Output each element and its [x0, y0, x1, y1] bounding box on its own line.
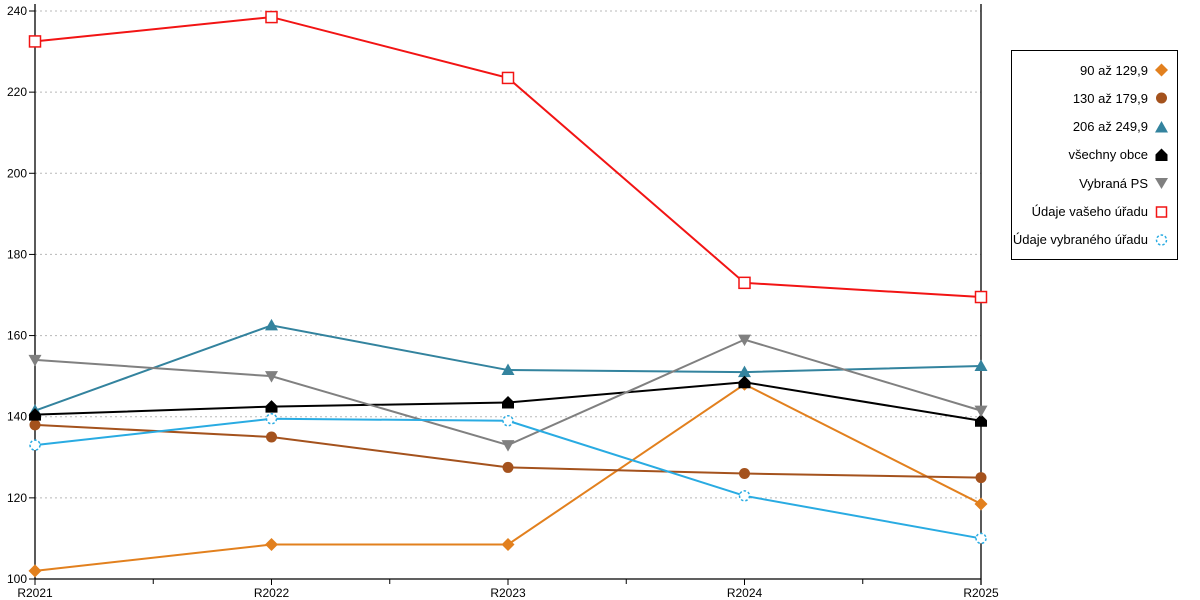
square-outline-icon [1154, 205, 1169, 219]
triangle-up-icon [1154, 120, 1169, 134]
data-point-open-circle[interactable] [738, 490, 751, 502]
circle-icon [1154, 91, 1169, 105]
legend-label: 130 až 179,9 [1072, 90, 1148, 106]
data-point-open-circle[interactable] [29, 439, 41, 451]
legend-label: Vybraná PS [1079, 175, 1148, 191]
data-point-pentagon[interactable] [738, 375, 751, 389]
data-point-pentagon[interactable] [975, 414, 987, 427]
data-point-triangle-down[interactable] [738, 334, 751, 347]
data-point-circle[interactable] [29, 419, 41, 431]
data-point-triangle-down[interactable] [501, 440, 515, 452]
y-tick-label: 180 [7, 247, 27, 261]
y-tick-label: 240 [7, 4, 27, 18]
data-point-diamond[interactable] [501, 538, 515, 552]
y-tick-label: 120 [7, 491, 27, 505]
data-point-open-circle[interactable] [265, 412, 278, 425]
legend: 90 až 129,9 130 až 179,9 206 až 249,9 vš… [1011, 50, 1178, 260]
data-point-open-square[interactable] [28, 35, 42, 48]
data-point-triangle-up[interactable] [738, 365, 751, 378]
data-point-circle[interactable] [266, 431, 277, 443]
data-point-pentagon[interactable] [502, 396, 514, 409]
legend-item-vybrana-ps[interactable]: Vybraná PS [1012, 176, 1177, 190]
data-point-triangle-down[interactable] [974, 405, 988, 418]
data-point-triangle-up[interactable] [974, 359, 988, 372]
legend-label: Údaje vašeho úřadu [1031, 204, 1148, 220]
data-point-circle[interactable] [739, 468, 750, 480]
x-tick-label: R2024 [727, 586, 763, 600]
y-tick-label: 140 [7, 410, 27, 424]
series-line-5 [34, 16, 982, 299]
data-point-pentagon[interactable] [265, 400, 278, 413]
plot-area: 100 120 140 160 180 200 220 240 R2021 R2022 R2023 R… [7, 4, 999, 600]
legend-label: Údaje vybraného úřadu [1012, 232, 1148, 248]
circle-outline-icon [1154, 233, 1169, 247]
data-point-pentagon[interactable] [29, 408, 41, 421]
data-point-triangle-down[interactable] [265, 371, 278, 383]
data-point-circle[interactable] [975, 472, 987, 484]
x-tick-label: R2025 [963, 586, 999, 600]
y-tick-label: 100 [7, 572, 27, 586]
y-tick-label: 160 [7, 329, 27, 343]
data-point-open-square[interactable] [738, 276, 751, 290]
legend-item-206-az-249-9[interactable]: 206 až 249,9 [1012, 120, 1177, 134]
data-point-diamond[interactable] [28, 564, 42, 578]
data-point-triangle-up[interactable] [265, 318, 278, 331]
triangle-down-icon [1154, 176, 1169, 190]
data-point-diamond[interactable] [265, 538, 278, 552]
x-tick-label: R2022 [254, 586, 290, 600]
y-tick-label: 200 [7, 166, 27, 180]
legend-item-vsechny-obce[interactable]: všechny obce [1012, 148, 1177, 162]
data-point-open-circle[interactable] [975, 532, 987, 545]
x-tick-label: R2021 [17, 586, 53, 600]
legend-item-udaje-vaseho-uradu[interactable]: Údaje vašeho úřadu [1012, 205, 1177, 219]
legend-label: 206 až 249,9 [1072, 119, 1148, 135]
data-point-triangle-down[interactable] [28, 354, 42, 367]
data-point-circle[interactable] [502, 461, 514, 473]
data-point-diamond[interactable] [974, 497, 988, 511]
data-point-open-circle[interactable] [502, 415, 514, 427]
y-tick-label: 220 [7, 85, 27, 99]
legend-item-90-az-129-9[interactable]: 90 až 129,9 [1012, 63, 1177, 77]
diamond-icon [1154, 63, 1169, 77]
legend-item-130-az-179-9[interactable]: 130 až 179,9 [1012, 91, 1177, 105]
data-point-triangle-up[interactable] [501, 363, 515, 376]
data-point-open-square[interactable] [501, 71, 515, 85]
legend-item-udaje-vybraneho-uradu[interactable]: Údaje vybraného úřadu [1012, 233, 1177, 247]
legend-label: všechny obce [1068, 147, 1149, 163]
data-point-open-square[interactable] [265, 10, 278, 24]
x-tick-label: R2023 [490, 586, 526, 600]
pentagon-icon [1154, 148, 1169, 162]
legend-label: 90 až 129,9 [1080, 62, 1148, 78]
series-line-6 [34, 417, 982, 540]
data-point-open-square[interactable] [974, 290, 988, 304]
